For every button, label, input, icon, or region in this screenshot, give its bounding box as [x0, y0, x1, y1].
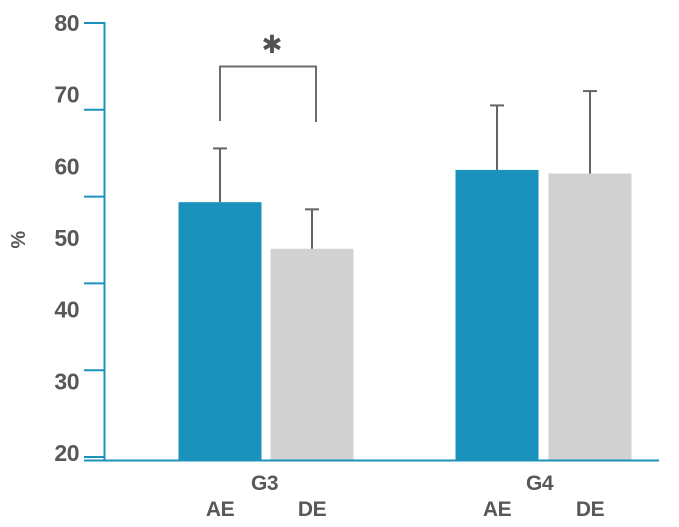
- bar-label-g4-de: DE: [576, 498, 605, 521]
- group-label-g4: G4: [526, 472, 554, 495]
- bar-g4-ae: [455, 169, 539, 460]
- y-tick-label: 40: [54, 297, 79, 323]
- bar-label-g4-ae: AE: [483, 498, 512, 521]
- group-label-g3: G3: [251, 472, 278, 495]
- bar-label-g3-ae: AE: [206, 498, 235, 521]
- significance-asterisk: ✱: [262, 30, 283, 59]
- y-tick-label: 60: [54, 153, 79, 179]
- bar-g3-ae: [178, 202, 262, 460]
- y-axis-title: %: [8, 231, 30, 249]
- y-tick-label: 20: [54, 440, 79, 466]
- significance-bracket: [219, 65, 317, 122]
- y-tick-label: 80: [54, 10, 79, 36]
- bar-label-g3-de: DE: [298, 498, 327, 521]
- bar-g3-de: [270, 248, 354, 460]
- y-tick-label: 30: [54, 368, 79, 394]
- bar-g4-de: [548, 173, 632, 460]
- y-tick-label: 50: [54, 225, 79, 251]
- y-tick-label: 70: [54, 82, 79, 108]
